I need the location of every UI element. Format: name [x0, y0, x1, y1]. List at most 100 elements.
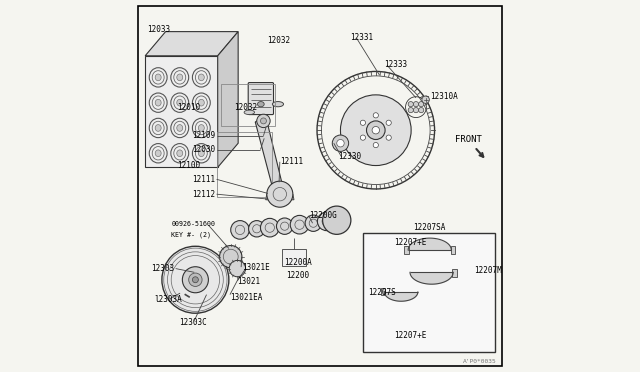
- Text: 12032: 12032: [234, 103, 257, 112]
- Text: 13021: 13021: [237, 278, 260, 286]
- Circle shape: [257, 114, 270, 128]
- Ellipse shape: [177, 125, 183, 131]
- Polygon shape: [266, 194, 294, 200]
- Ellipse shape: [374, 102, 383, 113]
- Ellipse shape: [257, 102, 264, 107]
- Circle shape: [260, 218, 279, 237]
- Text: 12033: 12033: [147, 25, 170, 34]
- Circle shape: [317, 212, 336, 231]
- Ellipse shape: [352, 112, 363, 121]
- Ellipse shape: [369, 148, 377, 158]
- Text: 12303C: 12303C: [179, 318, 206, 327]
- Polygon shape: [145, 56, 218, 167]
- Ellipse shape: [156, 150, 161, 157]
- Circle shape: [229, 260, 246, 277]
- Polygon shape: [255, 119, 283, 190]
- Ellipse shape: [244, 110, 255, 115]
- Circle shape: [305, 215, 321, 231]
- Text: 12303: 12303: [151, 264, 174, 273]
- Ellipse shape: [198, 125, 204, 131]
- Text: 12207+E: 12207+E: [394, 238, 427, 247]
- Bar: [284, 221, 300, 230]
- Text: 12310A: 12310A: [429, 92, 458, 101]
- Text: 12207+E: 12207+E: [394, 331, 427, 340]
- Ellipse shape: [349, 134, 360, 144]
- Ellipse shape: [177, 74, 183, 81]
- Text: 12200A: 12200A: [284, 258, 312, 267]
- Ellipse shape: [156, 99, 161, 106]
- Bar: [239, 225, 257, 234]
- Text: 12032: 12032: [267, 36, 291, 45]
- Circle shape: [360, 120, 365, 125]
- Circle shape: [360, 135, 365, 140]
- Circle shape: [373, 142, 378, 148]
- Bar: [404, 246, 409, 254]
- Bar: [381, 288, 385, 295]
- Ellipse shape: [156, 74, 161, 81]
- Circle shape: [386, 135, 391, 140]
- Text: 13021EA: 13021EA: [230, 293, 262, 302]
- Bar: [216, 132, 271, 197]
- Circle shape: [413, 102, 419, 107]
- Circle shape: [323, 206, 351, 234]
- Circle shape: [220, 246, 242, 268]
- Circle shape: [408, 102, 413, 107]
- Circle shape: [193, 277, 198, 283]
- Circle shape: [267, 181, 293, 207]
- Circle shape: [248, 221, 265, 237]
- Text: FRONT: FRONT: [454, 135, 483, 157]
- Text: KEY #- (2): KEY #- (2): [172, 231, 211, 238]
- Text: 12207SA: 12207SA: [413, 223, 445, 232]
- Ellipse shape: [156, 125, 161, 131]
- Ellipse shape: [198, 99, 204, 106]
- Circle shape: [340, 95, 411, 166]
- Circle shape: [367, 121, 385, 140]
- Text: 12100: 12100: [177, 161, 200, 170]
- Bar: [363, 232, 495, 352]
- Ellipse shape: [198, 150, 204, 157]
- Bar: [282, 249, 306, 266]
- Text: 12010: 12010: [177, 103, 200, 112]
- Circle shape: [290, 215, 309, 234]
- Ellipse shape: [198, 74, 204, 81]
- Circle shape: [419, 108, 424, 113]
- Text: 12200G: 12200G: [310, 211, 337, 219]
- Text: 12207S: 12207S: [369, 288, 396, 296]
- Circle shape: [386, 120, 391, 125]
- Text: 12207M: 12207M: [474, 266, 502, 275]
- FancyBboxPatch shape: [248, 83, 273, 115]
- Text: 12030: 12030: [192, 145, 215, 154]
- Ellipse shape: [388, 140, 399, 148]
- Circle shape: [189, 273, 202, 286]
- Text: 13021E: 13021E: [242, 263, 269, 272]
- Ellipse shape: [188, 273, 207, 291]
- Text: 12333: 12333: [384, 60, 407, 69]
- Bar: [451, 246, 455, 254]
- Polygon shape: [145, 32, 238, 56]
- Circle shape: [413, 108, 419, 113]
- Ellipse shape: [177, 99, 183, 106]
- Bar: [299, 219, 314, 228]
- Polygon shape: [218, 32, 238, 167]
- Bar: [452, 269, 457, 277]
- Circle shape: [230, 221, 250, 239]
- Circle shape: [373, 113, 378, 118]
- Text: 12112: 12112: [192, 190, 215, 199]
- Circle shape: [422, 96, 429, 103]
- Circle shape: [162, 246, 229, 313]
- Text: 12331: 12331: [349, 33, 373, 42]
- Text: A'P0*0035: A'P0*0035: [463, 359, 497, 364]
- Text: 00926-51600: 00926-51600: [172, 221, 215, 227]
- Text: l2303A: l2303A: [154, 295, 182, 304]
- Text: 12111: 12111: [280, 157, 304, 166]
- Circle shape: [276, 218, 293, 234]
- Ellipse shape: [177, 291, 186, 295]
- Ellipse shape: [273, 102, 284, 107]
- Circle shape: [337, 140, 344, 147]
- Circle shape: [408, 108, 413, 113]
- Text: 12109: 12109: [192, 131, 215, 140]
- Circle shape: [182, 267, 209, 293]
- Bar: [269, 222, 285, 231]
- Circle shape: [372, 126, 380, 134]
- Circle shape: [260, 118, 266, 124]
